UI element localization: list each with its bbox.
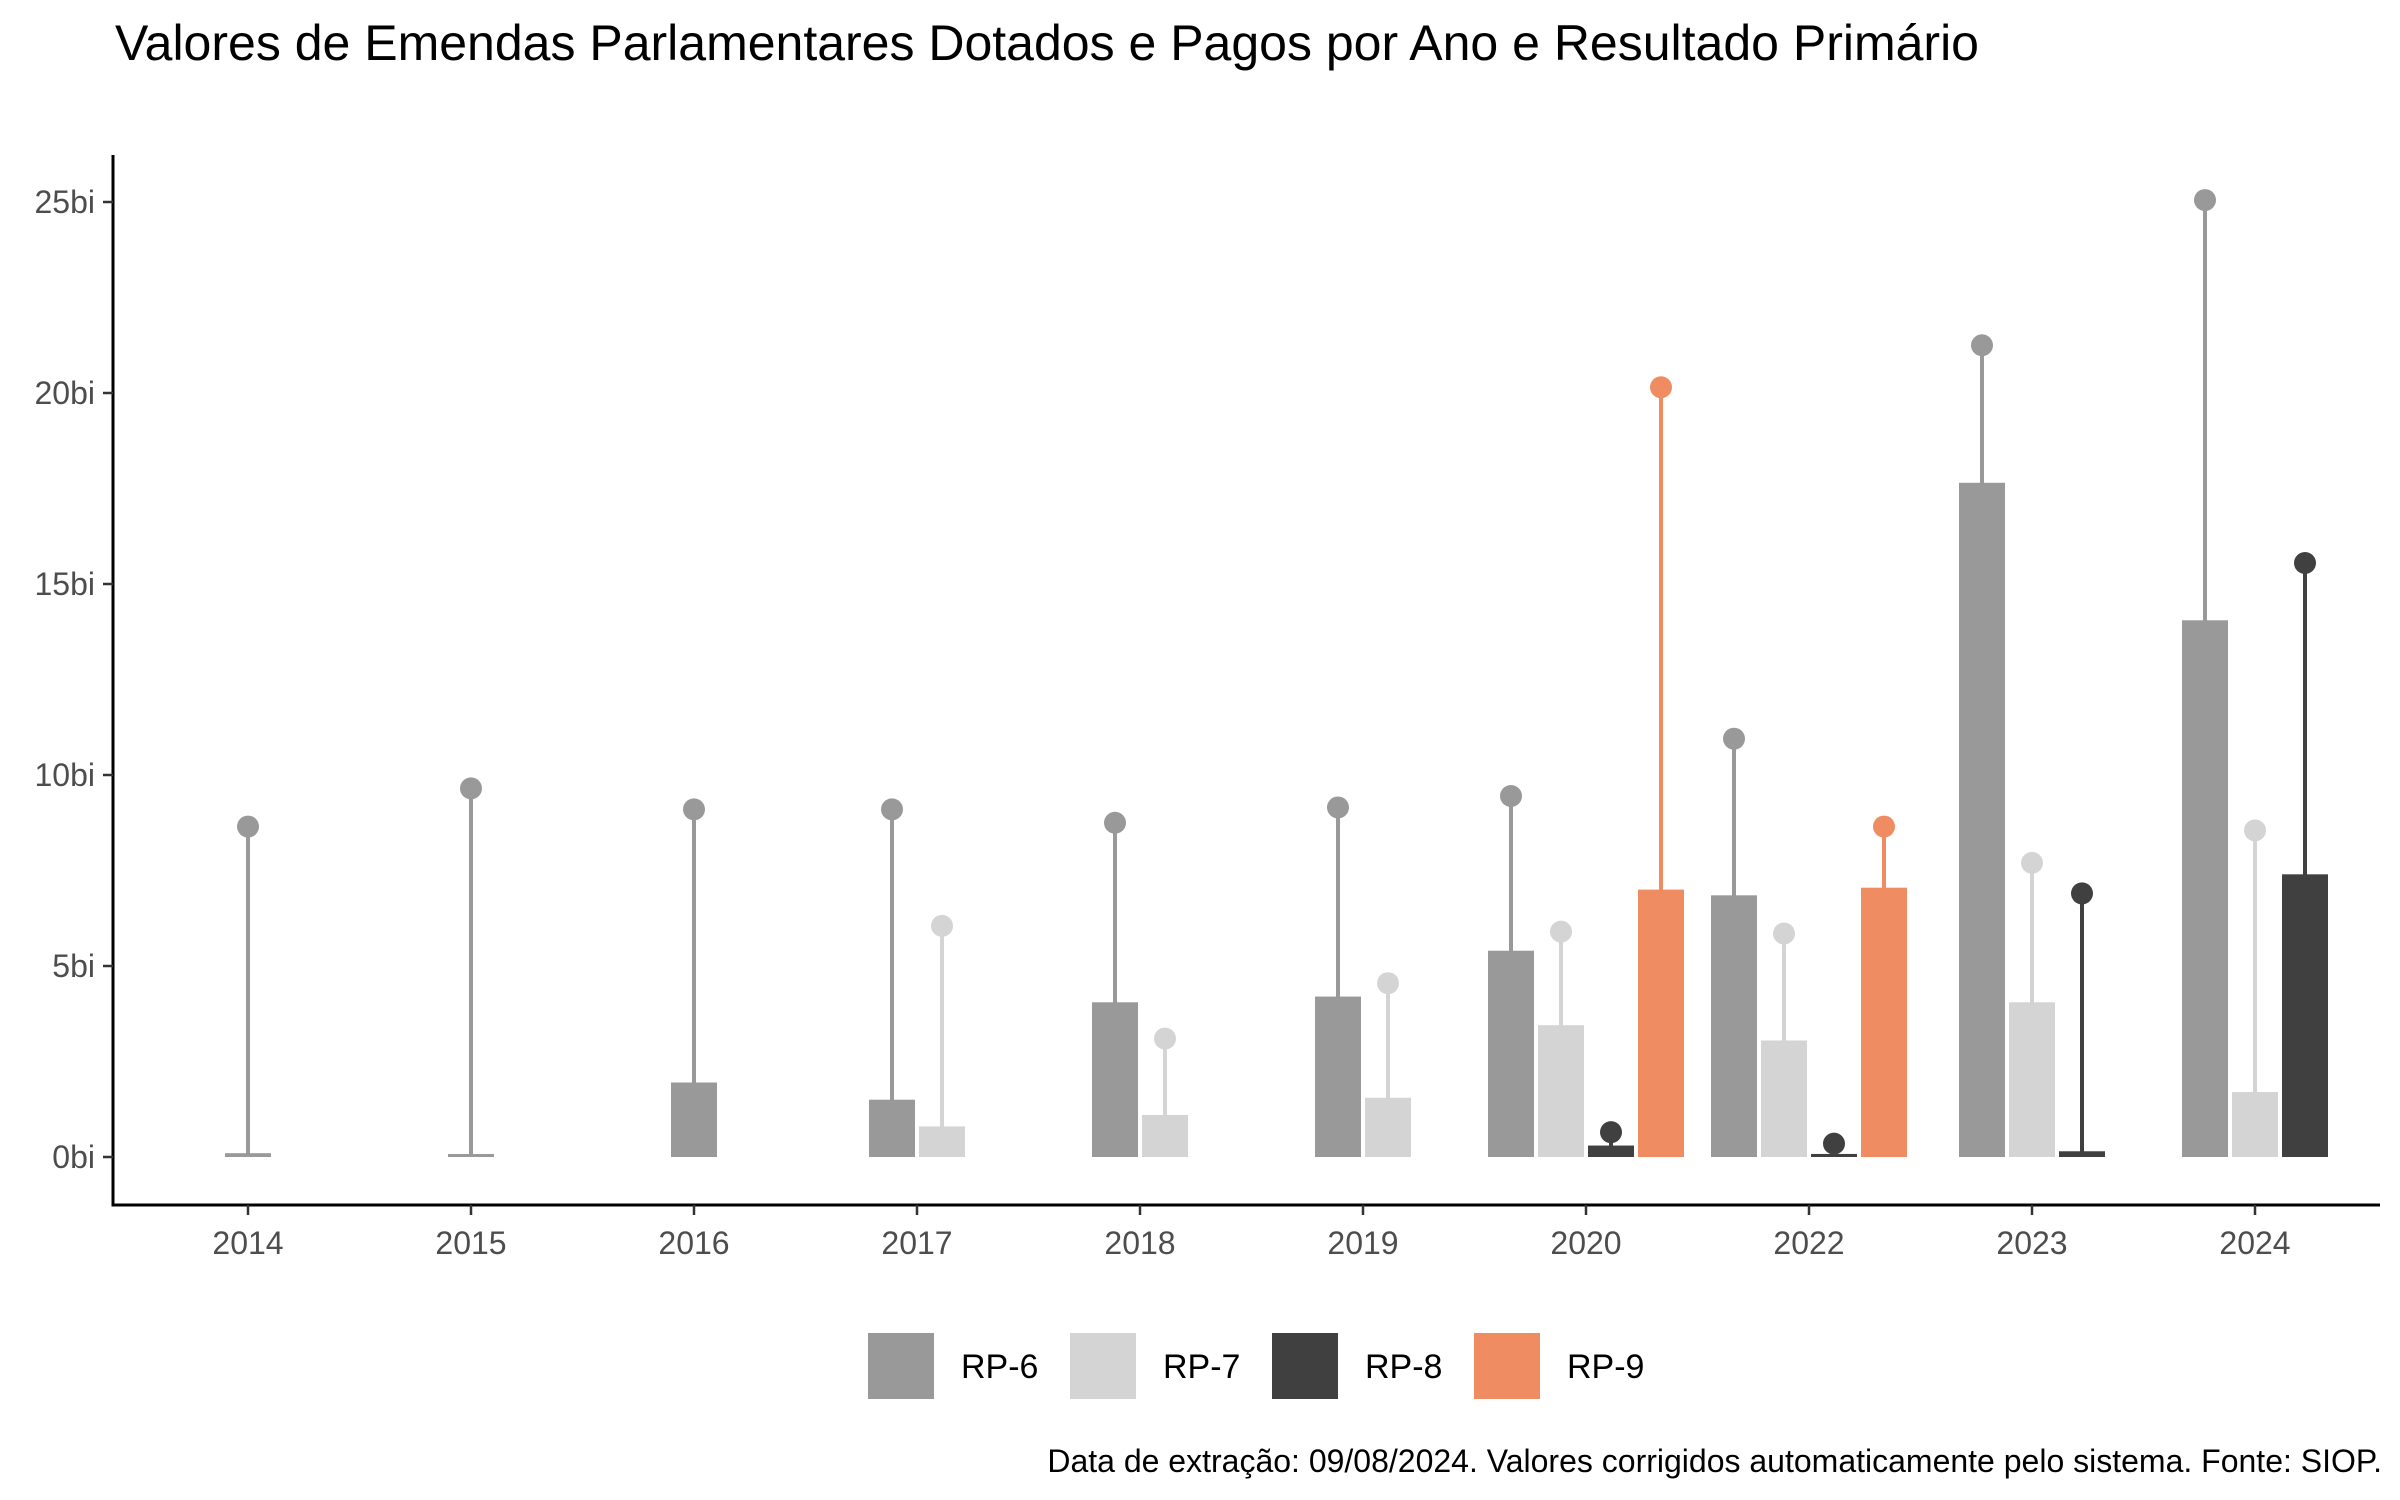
- legend-label: RP-7: [1163, 1348, 1240, 1386]
- y-tick-label: 15bi: [35, 566, 96, 602]
- allocated-point: [1327, 796, 1349, 819]
- allocated-point: [1500, 785, 1522, 808]
- x-tick-label: 2017: [881, 1225, 952, 1261]
- paid-bar: [1861, 887, 1907, 1157]
- x-tick-label: 2015: [435, 1225, 506, 1261]
- x-tick-label: 2014: [212, 1225, 283, 1261]
- paid-bar: [1365, 1097, 1411, 1157]
- legend-key: [1070, 1333, 1136, 1399]
- legend-key: [1272, 1333, 1338, 1399]
- chart-title: Valores de Emendas Parlamentares Dotados…: [115, 15, 1979, 71]
- paid-bar: [1092, 1002, 1138, 1157]
- allocated-point: [2071, 882, 2093, 905]
- allocated-point: [1104, 811, 1126, 834]
- chart-marks: [225, 189, 2328, 1157]
- allocated-point: [1550, 920, 1572, 943]
- legend-label: RP-9: [1567, 1348, 1644, 1386]
- paid-bar: [1761, 1040, 1807, 1157]
- paid-bar: [1142, 1114, 1188, 1157]
- allocated-point: [1377, 972, 1399, 995]
- paid-bar: [448, 1154, 494, 1157]
- legend-label: RP-8: [1365, 1348, 1442, 1386]
- paid-bar: [1638, 889, 1684, 1157]
- allocated-point: [1723, 727, 1745, 750]
- paid-bar: [2182, 620, 2228, 1157]
- paid-bar: [1811, 1153, 1857, 1157]
- y-tick-label: 20bi: [35, 375, 96, 411]
- x-axis: 2014 2015 2016 2017 2018 2019 2020 2022 2023 2024: [212, 1205, 2291, 1261]
- x-tick-label: 2020: [1550, 1225, 1621, 1261]
- paid-bar: [1588, 1145, 1634, 1157]
- paid-bar: [1959, 482, 2005, 1157]
- paid-bar: [2232, 1092, 2278, 1157]
- allocated-point: [1773, 922, 1795, 945]
- allocated-point: [683, 798, 705, 821]
- allocated-point: [1154, 1027, 1176, 1050]
- paid-bar: [2059, 1151, 2105, 1157]
- x-tick-label: 2019: [1327, 1225, 1398, 1261]
- chart-caption: Data de extração: 09/08/2024. Valores co…: [1047, 1443, 2382, 1479]
- paid-bar: [919, 1126, 965, 1157]
- allocated-point: [1823, 1132, 1845, 1155]
- allocated-point: [237, 815, 259, 838]
- paid-bar: [2282, 874, 2328, 1157]
- x-tick-label: 2016: [658, 1225, 729, 1261]
- allocated-point: [1971, 334, 1993, 357]
- paid-bar: [671, 1082, 717, 1157]
- y-tick-label: 5bi: [52, 948, 95, 984]
- paid-bar: [1711, 895, 1757, 1157]
- paid-bar: [2009, 1002, 2055, 1157]
- x-tick-label: 2022: [1773, 1225, 1844, 1261]
- allocated-point: [931, 914, 953, 937]
- paid-bar: [225, 1153, 271, 1157]
- legend: RP-6 RP-7 RP-8 RP-9: [868, 1333, 1644, 1399]
- paid-bar: [1315, 996, 1361, 1157]
- x-tick-label: 2018: [1104, 1225, 1175, 1261]
- paid-bar: [1538, 1025, 1584, 1157]
- allocated-point: [2194, 189, 2216, 212]
- allocated-point: [2244, 819, 2266, 842]
- allocated-point: [2294, 551, 2316, 574]
- allocated-point: [881, 798, 903, 821]
- legend-label: RP-6: [961, 1348, 1038, 1386]
- allocated-point: [1600, 1121, 1622, 1144]
- paid-bar: [869, 1099, 915, 1157]
- paid-bar: [1488, 950, 1534, 1157]
- y-axis: 0bi 5bi 10bi 15bi 20bi 25bi: [35, 184, 113, 1175]
- allocated-point: [2021, 851, 2043, 874]
- allocated-point: [1650, 376, 1672, 399]
- x-tick-label: 2023: [1996, 1225, 2067, 1261]
- allocated-point: [460, 777, 482, 800]
- y-tick-label: 0bi: [52, 1139, 95, 1175]
- legend-key: [1474, 1333, 1540, 1399]
- y-tick-label: 25bi: [35, 184, 96, 220]
- legend-key: [868, 1333, 934, 1399]
- y-tick-label: 10bi: [35, 757, 96, 793]
- x-tick-label: 2024: [2219, 1225, 2290, 1261]
- allocated-point: [1873, 815, 1895, 838]
